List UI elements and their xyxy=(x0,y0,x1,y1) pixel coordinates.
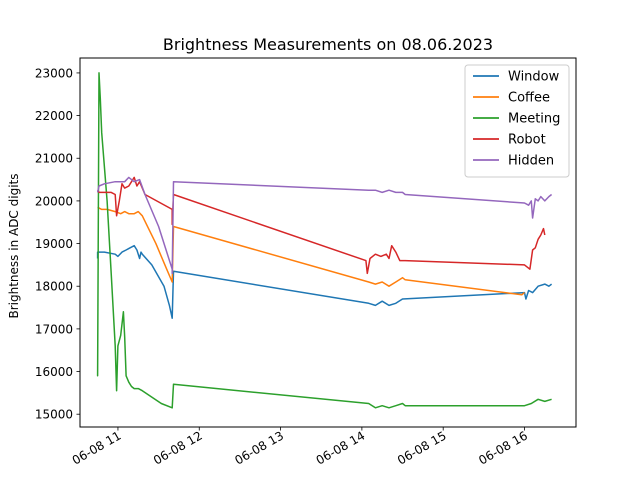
y-tick-label: 18000 xyxy=(35,280,73,294)
y-tick-label: 17000 xyxy=(35,322,73,336)
legend-label: Hidden xyxy=(508,154,554,169)
series-line-coffee xyxy=(97,206,525,296)
y-tick-label: 19000 xyxy=(35,237,73,251)
legend-label: Robot xyxy=(508,133,546,148)
y-tick-label: 20000 xyxy=(35,194,73,208)
y-tick-label: 22000 xyxy=(35,109,73,123)
y-tick-label: 16000 xyxy=(35,365,73,379)
series-line-meeting xyxy=(96,72,552,409)
y-tick-label: 23000 xyxy=(35,66,73,80)
series-line-hidden xyxy=(96,176,553,275)
series-layer xyxy=(96,72,553,409)
y-axis: 15000 16000 17000 18000 19000 20000 21000 22000… xyxy=(35,66,80,422)
legend-label: Coffee xyxy=(508,91,550,106)
plot-frame xyxy=(79,57,577,428)
legend-box xyxy=(464,64,570,178)
series-line-robot xyxy=(96,176,546,275)
series-line-window xyxy=(96,244,553,319)
y-tick-label: 21000 xyxy=(35,152,73,166)
chart-title: Brightness Measurements on 08.06.2023 xyxy=(163,35,493,54)
y-tick-label: 15000 xyxy=(35,408,73,422)
legend-label: Meeting xyxy=(508,112,560,127)
y-axis-label: Brightness in ADC digits xyxy=(7,174,21,319)
legend: Window Coffee Meeting Robot Hidden xyxy=(464,64,570,178)
legend-label: Window xyxy=(508,70,560,85)
